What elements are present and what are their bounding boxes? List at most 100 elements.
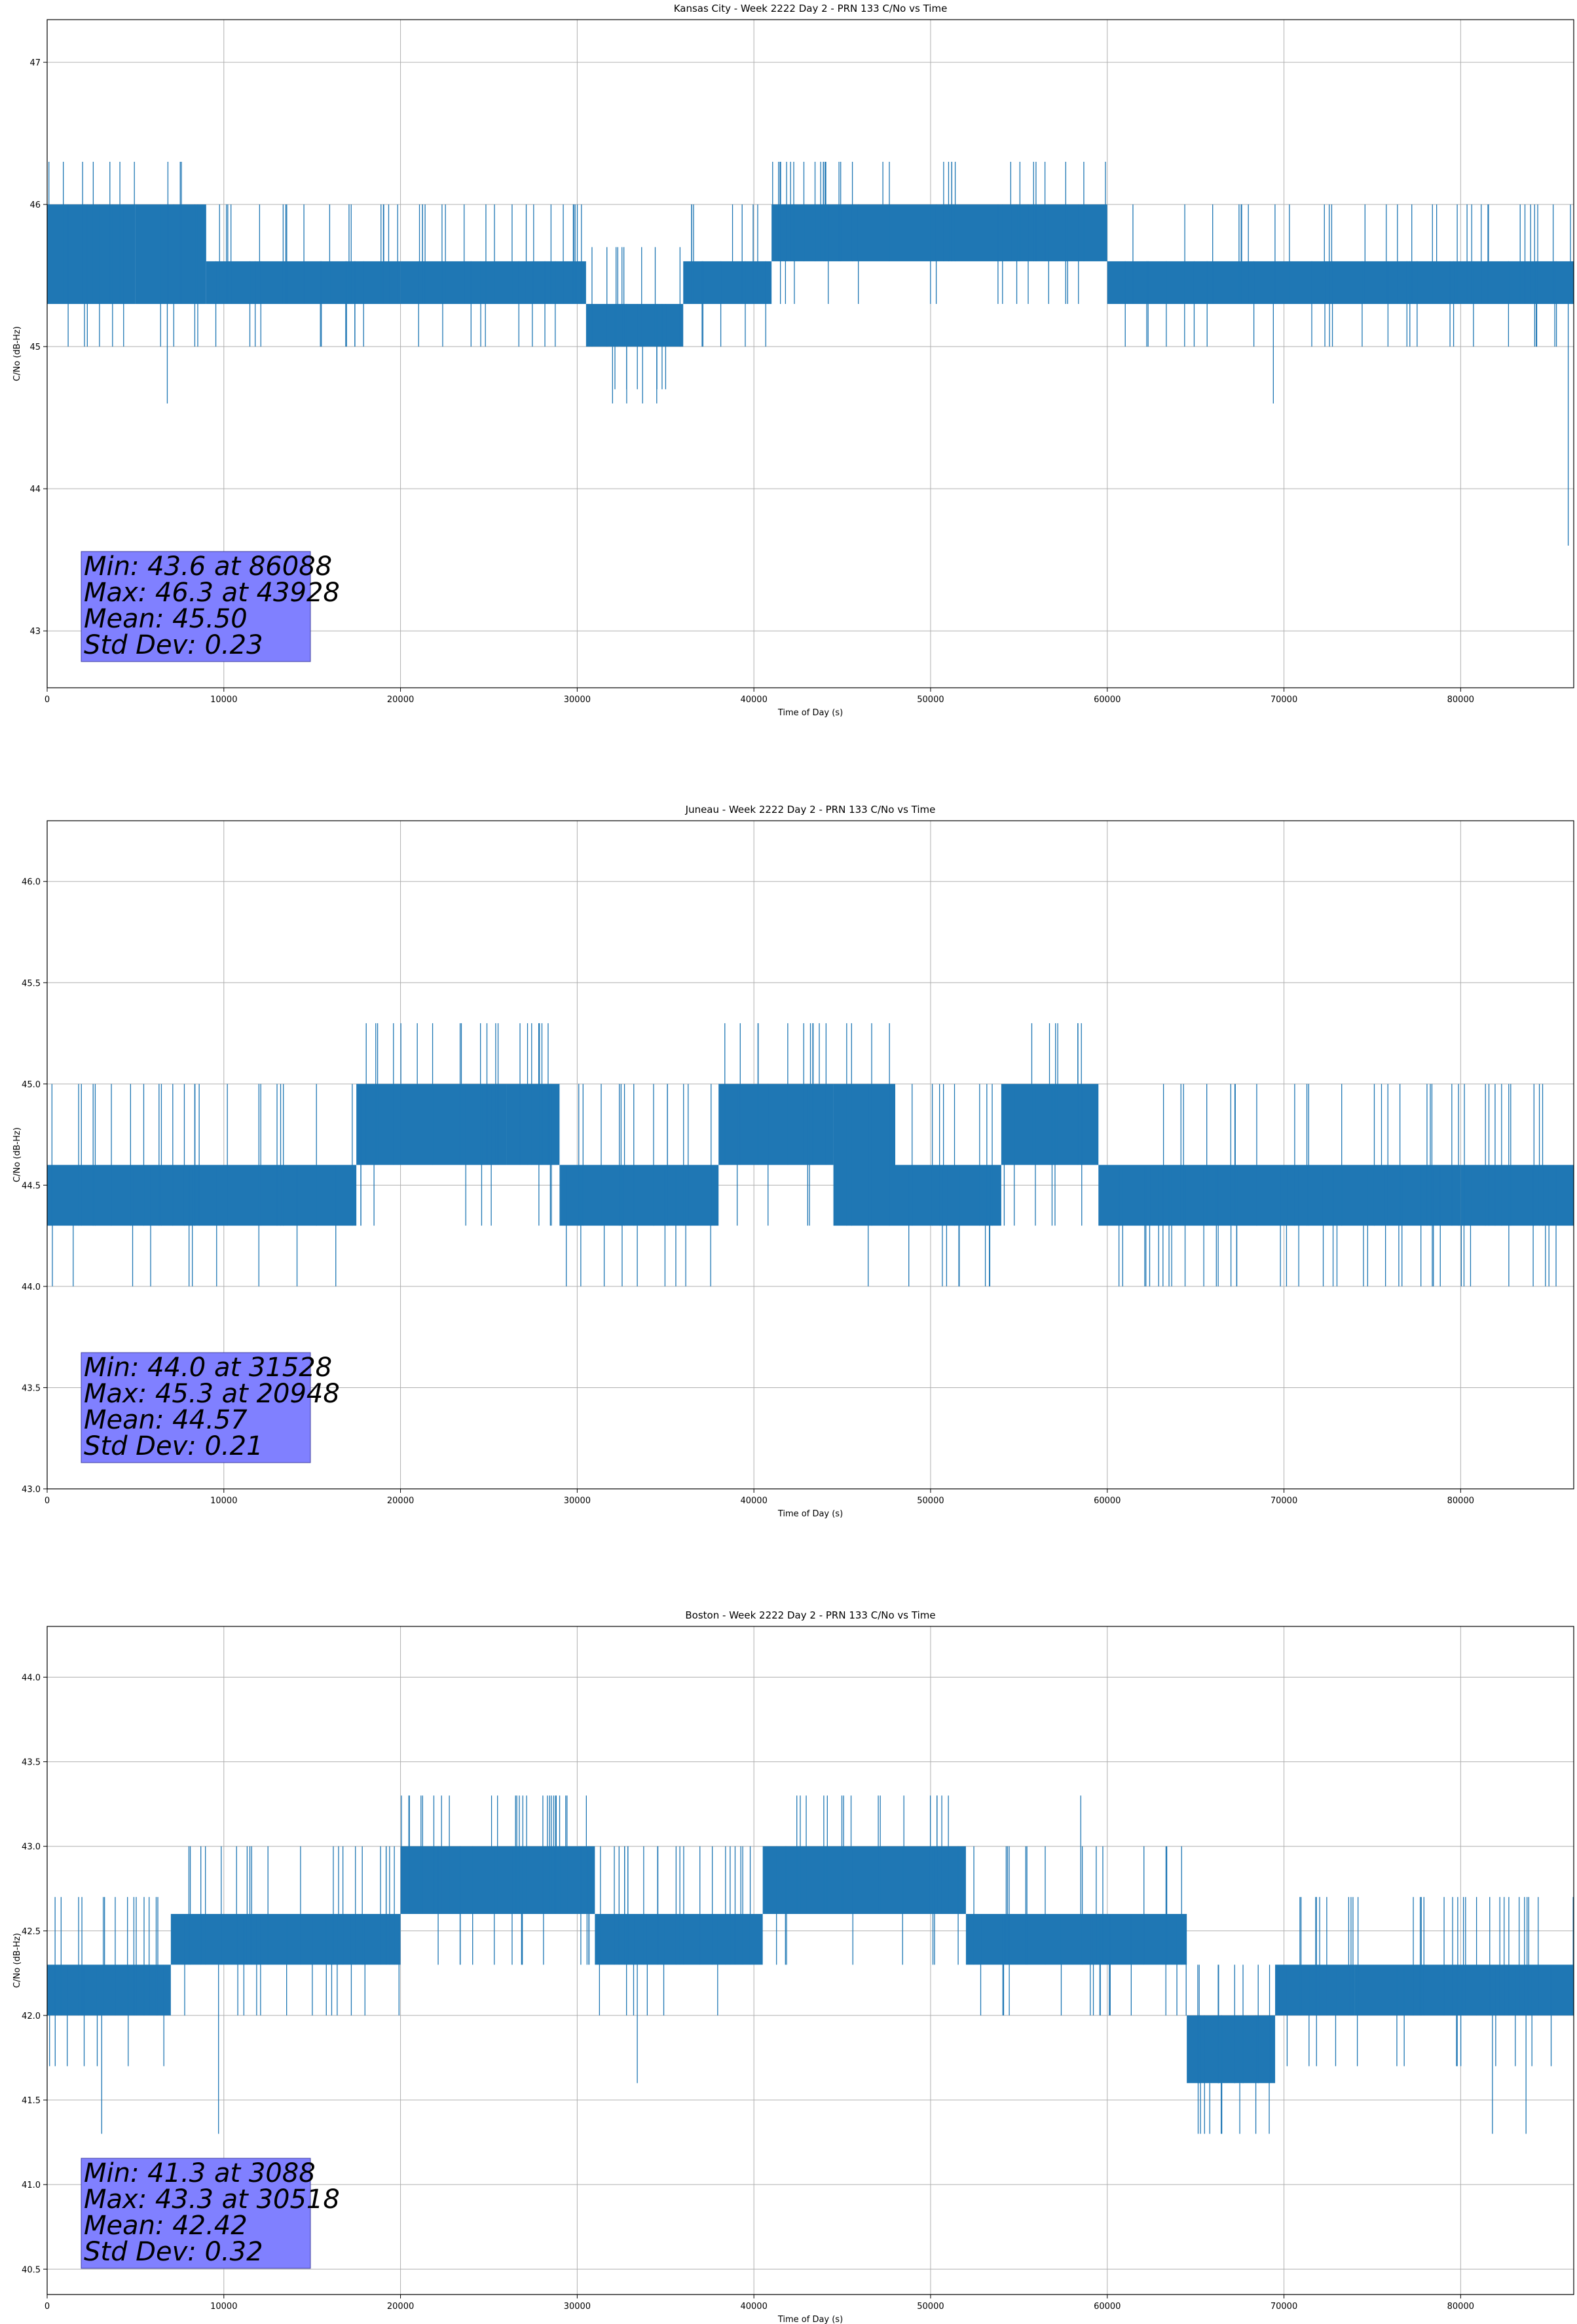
stats-line: Mean: 45.50	[84, 604, 248, 634]
x-tick-label: 20000	[387, 1496, 414, 1506]
data-band	[683, 261, 772, 305]
y-tick-label: 44	[29, 485, 41, 495]
stats-line: Min: 41.3 at 3088	[84, 2158, 316, 2188]
y-tick-label: 40.5	[22, 2265, 41, 2275]
x-axis-label: Time of Day (s)	[777, 1509, 843, 1519]
y-tick-label: 45.5	[22, 979, 41, 988]
x-tick-label: 10000	[210, 695, 237, 705]
y-tick-label: 43.5	[22, 1758, 41, 1768]
x-tick-label: 40000	[740, 1496, 767, 1506]
y-tick-label: 46.0	[22, 878, 41, 888]
data-band	[356, 1083, 507, 1165]
plot-frame	[46, 820, 1574, 1490]
stats-box	[81, 2158, 311, 2269]
x-tick-label: 50000	[917, 695, 944, 705]
data-series	[47, 1023, 1574, 1286]
x-tick-label: 80000	[1447, 2302, 1474, 2312]
stats-line: Min: 44.0 at 31528	[84, 1353, 332, 1383]
x-tick-label: 50000	[917, 1496, 944, 1506]
stats-line: Mean: 42.42	[84, 2211, 248, 2241]
x-tick-label: 60000	[1094, 695, 1121, 705]
x-tick-label: 70000	[1271, 695, 1297, 705]
y-tick-label: 44.5	[22, 1181, 41, 1191]
stats-line: Mean: 44.57	[84, 1405, 248, 1435]
x-axis-label: Time of Day (s)	[777, 2315, 843, 2324]
x-tick-label: 50000	[917, 2302, 944, 2312]
data-band	[965, 1913, 1187, 1965]
stats-line: Max: 45.3 at 20948	[84, 1379, 340, 1409]
x-tick-label: 40000	[740, 695, 767, 705]
x-tick-label: 10000	[210, 1496, 237, 1506]
x-tick-label: 70000	[1271, 1496, 1297, 1506]
y-tick-label: 43.0	[22, 1843, 41, 1852]
x-tick-label: 70000	[1271, 2302, 1297, 2312]
stats-box	[81, 551, 311, 662]
data-band	[585, 304, 684, 347]
x-tick-label: 20000	[387, 2302, 414, 2312]
x-tick-label: 10000	[210, 2302, 237, 2312]
data-band	[206, 261, 401, 305]
data-band	[895, 1165, 1001, 1226]
data-band	[833, 1083, 895, 1226]
plot-frame	[46, 1626, 1574, 2295]
x-tick-label: 20000	[387, 695, 414, 705]
x-axis-label: Time of Day (s)	[777, 708, 843, 718]
chart-0: Kansas City - Week 2222 Day 2 - PRN 133 …	[12, 3, 1574, 718]
chart-title: Juneau - Week 2222 Day 2 - PRN 133 C/No …	[685, 804, 936, 815]
y-tick-label: 45.0	[22, 1080, 41, 1090]
x-tick-label: 80000	[1447, 1496, 1474, 1506]
y-tick-label: 46	[29, 200, 41, 210]
data-band	[1107, 261, 1574, 305]
chart-title: Boston - Week 2222 Day 2 - PRN 133 C/No …	[685, 1609, 935, 1621]
data-band	[762, 1846, 966, 1914]
y-axis-label: C/No (dB-Hz)	[12, 1127, 22, 1182]
y-tick-label: 41.0	[22, 2181, 41, 2190]
stats-box	[81, 1352, 311, 1463]
data-band	[135, 204, 206, 305]
x-tick-label: 30000	[564, 695, 591, 705]
y-tick-label: 42.0	[22, 2012, 41, 2021]
chart-1: Juneau - Week 2222 Day 2 - PRN 133 C/No …	[12, 804, 1574, 1519]
x-tick-label: 30000	[564, 2302, 591, 2312]
x-tick-label: 0	[45, 695, 50, 705]
data-series	[47, 1795, 1574, 2134]
data-band	[47, 204, 136, 305]
x-tick-label: 60000	[1094, 1496, 1121, 1506]
data-band	[1187, 2015, 1276, 2084]
data-band	[1275, 1964, 1355, 2015]
x-tick-label: 0	[45, 2302, 50, 2312]
stats-line: Std Dev: 0.32	[84, 2237, 263, 2267]
data-band	[771, 204, 1107, 261]
plot-frame	[46, 19, 1574, 688]
y-tick-label: 45	[29, 343, 41, 352]
data-series	[47, 162, 1574, 546]
y-tick-label: 43.0	[22, 1485, 41, 1495]
stats-line: Max: 46.3 at 43928	[84, 578, 340, 608]
x-tick-label: 80000	[1447, 695, 1474, 705]
y-tick-label: 47	[29, 58, 41, 68]
y-tick-label: 41.5	[22, 2096, 41, 2106]
x-tick-label: 0	[45, 1496, 50, 1506]
y-tick-label: 42.5	[22, 1927, 41, 1937]
data-band	[595, 1913, 763, 1965]
data-band	[400, 261, 586, 305]
chart-2: Boston - Week 2222 Day 2 - PRN 133 C/No …	[12, 1609, 1574, 2324]
x-tick-label: 30000	[564, 1496, 591, 1506]
stats-line: Max: 43.3 at 30518	[84, 2184, 340, 2215]
y-axis-label: C/No (dB-Hz)	[12, 1933, 22, 1988]
data-band	[47, 1964, 171, 2015]
data-band	[1354, 1964, 1574, 2015]
y-tick-label: 43	[29, 627, 41, 637]
stats-line: Std Dev: 0.23	[84, 630, 263, 660]
data-band	[559, 1165, 719, 1226]
data-band	[718, 1083, 834, 1165]
y-tick-label: 43.5	[22, 1383, 41, 1393]
stats-line: Min: 43.6 at 86088	[84, 552, 332, 582]
stats-line: Std Dev: 0.21	[84, 1431, 263, 1461]
y-tick-label: 44.0	[22, 1283, 41, 1292]
data-band	[47, 1165, 357, 1226]
chart-title: Kansas City - Week 2222 Day 2 - PRN 133 …	[674, 3, 948, 14]
y-axis-label: C/No (dB-Hz)	[12, 326, 22, 381]
x-tick-label: 60000	[1094, 2302, 1121, 2312]
